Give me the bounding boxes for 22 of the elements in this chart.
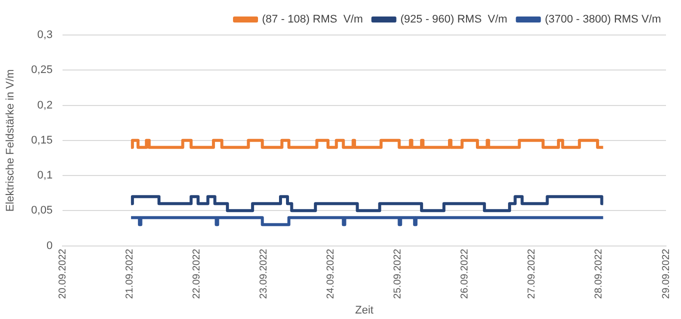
x-tick-label: 20.09.2022 xyxy=(57,248,68,299)
legend-label: (3700 - 3800) RMS V/m xyxy=(544,14,661,26)
x-tick-label: 29.09.2022 xyxy=(660,248,672,299)
y-tick-label: 0 xyxy=(46,240,53,252)
x-tick-label: 26.09.2022 xyxy=(460,248,471,299)
x-tick-label: 27.09.2022 xyxy=(526,248,538,299)
x-tick-label: 25.09.2022 xyxy=(392,248,404,299)
y-tick-label: 0,3 xyxy=(37,29,53,42)
y-tick-label: 0,15 xyxy=(31,134,53,146)
x-axis-title: Zeit xyxy=(355,304,374,316)
x-tick-label: 23.09.2022 xyxy=(258,248,270,299)
y-tick-label: 0,05 xyxy=(31,204,53,217)
legend-label: (87 - 108) RMS V/m xyxy=(262,14,363,26)
x-tick-label: 21.09.2022 xyxy=(124,248,136,299)
x-tick-label: 24.09.2022 xyxy=(326,248,337,299)
x-tick-label: 28.09.2022 xyxy=(594,248,605,299)
x-tick-label: 22.09.2022 xyxy=(191,248,202,299)
y-axis-title: Elektrische Feldstärke in V/m xyxy=(4,69,17,212)
y-tick-label: 0,2 xyxy=(37,99,53,112)
y-tick-label: 0,25 xyxy=(31,64,53,76)
legend-label: (925 - 960) RMS V/m xyxy=(400,14,508,26)
y-tick-label: 0,1 xyxy=(37,170,53,182)
